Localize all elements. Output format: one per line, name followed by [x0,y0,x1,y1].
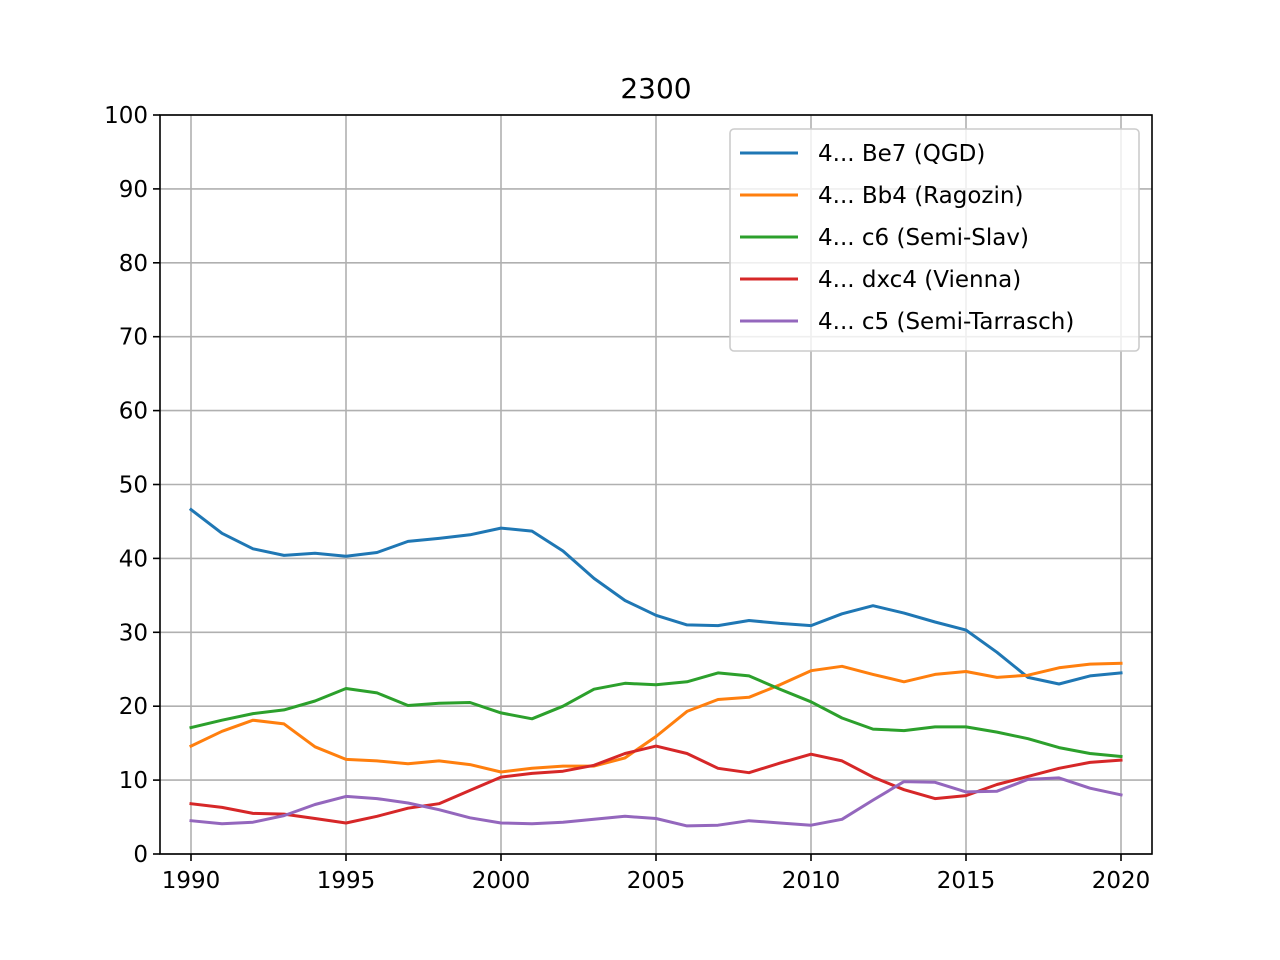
y-tick-label-100: 100 [104,103,148,129]
y-tick-label-80: 80 [119,251,148,277]
y-tick-label-60: 60 [119,399,148,425]
x-tick-label-1995: 1995 [317,868,376,894]
x-tick-label-2020: 2020 [1092,868,1151,894]
series-line-2 [189,661,1123,774]
x-tick-label-1990: 1990 [162,868,221,894]
y-tick-label-50: 50 [119,473,148,499]
y-tick-label-70: 70 [119,325,148,351]
x-tick-label-2010: 2010 [782,868,841,894]
series-line-4 [189,744,1123,825]
series-lines [188,507,1123,828]
series-line-1 [188,507,1123,686]
legend-label-2: 4... Bb4 (Ragozin) [818,183,1023,209]
y-tick-label-0: 0 [133,842,148,868]
x-tick-label-2000: 2000 [472,868,531,894]
legend-label-3: 4... c6 (Semi-Slav) [818,225,1029,251]
legend-box [729,128,1140,352]
legend-label-5: 4... c5 (Semi-Tarrasch) [818,309,1074,335]
x-tick-label-2015: 2015 [937,868,996,894]
series-line-3 [189,671,1123,759]
legend-label-4: 4... dxc4 (Vienna) [818,267,1021,293]
y-tick-label-10: 10 [119,768,148,794]
axis-ticks: 1990 1995 2000 2005 2010 2015 2020 0 10 20 30 40 50 6… [104,103,1150,894]
y-tick-label-30: 30 [119,620,148,646]
y-tick-label-20: 20 [119,694,148,720]
y-tick-label-40: 40 [119,546,148,572]
legend-label-1: 4... Be7 (QGD) [818,141,985,167]
chart-title: 2300 [620,72,691,105]
x-tick-label-2005: 2005 [627,868,686,894]
series-line-5 [189,776,1123,828]
y-tick-label-90: 90 [119,177,148,203]
legend: 4... Be7 (QGD) 4... Bb4 (Ragozin) 4... c6 … [729,128,1140,352]
